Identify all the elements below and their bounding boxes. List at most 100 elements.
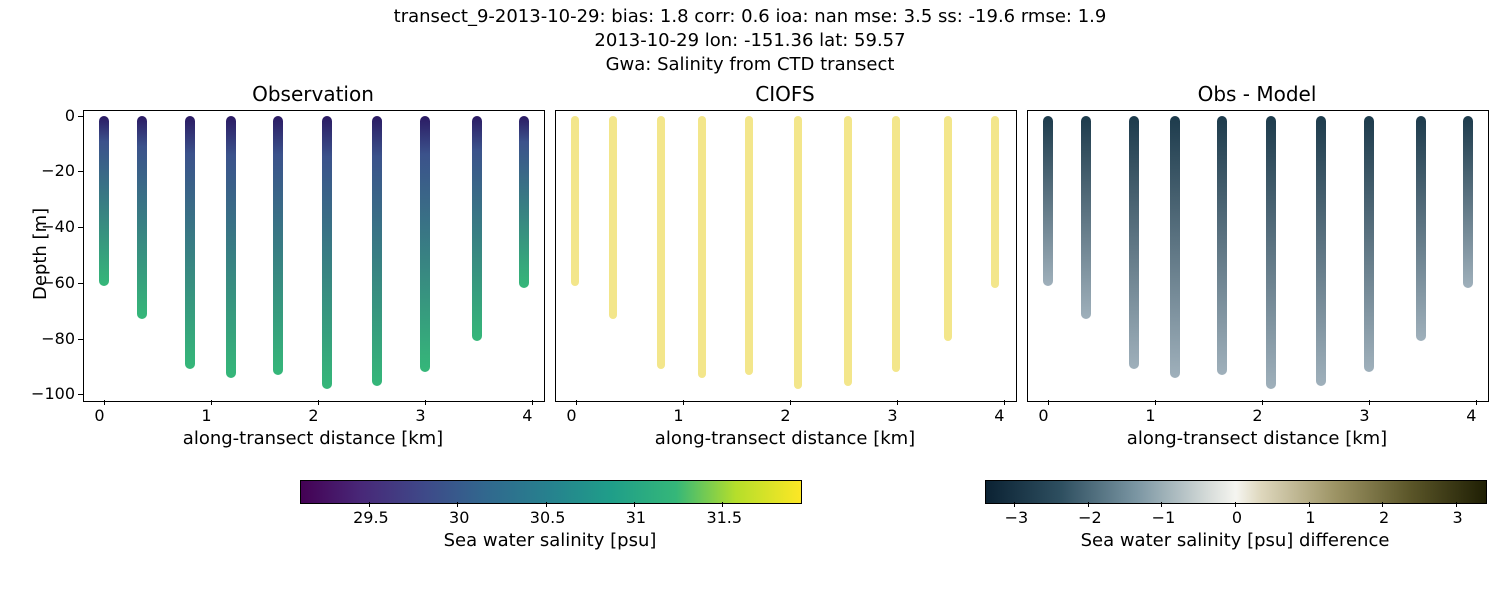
cbar-tick-mark — [634, 502, 635, 507]
xtick-mark — [532, 400, 533, 405]
ytick-mark — [78, 116, 83, 117]
cbar-tick-label: 31.5 — [704, 508, 744, 527]
xtick-label: 2 — [1252, 406, 1262, 425]
cbar-tick-mark — [1161, 502, 1162, 507]
cbar-label: Sea water salinity [psu] — [300, 530, 800, 551]
cbar-tick-mark — [1088, 502, 1089, 507]
cbar-label: Sea water salinity [psu] difference — [985, 530, 1485, 551]
ctd-cast — [745, 116, 753, 375]
cbar-tick-mark — [369, 502, 370, 507]
xtick-label: 2 — [780, 406, 790, 425]
cbar-tick-mark — [457, 502, 458, 507]
ctd-cast — [794, 116, 802, 389]
ctd-cast — [472, 116, 482, 342]
ytick-label: 0 — [65, 106, 75, 125]
xtick-label: 0 — [566, 406, 576, 425]
ctd-cast — [322, 116, 332, 389]
cbar-tick-mark — [1235, 502, 1236, 507]
ctd-cast — [1170, 116, 1180, 378]
ytick-label: −60 — [41, 273, 75, 292]
xtick-mark — [1262, 400, 1263, 405]
ctd-cast — [1129, 116, 1139, 370]
cbar-tick-label: −1 — [1143, 508, 1183, 527]
colorbar — [985, 480, 1487, 504]
x-axis-label: along-transect distance [km] — [1027, 428, 1487, 449]
xtick-mark — [104, 400, 105, 405]
xtick-mark — [790, 400, 791, 405]
ytick-label: −40 — [41, 217, 75, 236]
cbar-tick-label: 29.5 — [351, 508, 391, 527]
xtick-mark — [1155, 400, 1156, 405]
ytick-mark — [78, 227, 83, 228]
cbar-tick-label: 30.5 — [528, 508, 568, 527]
ctd-cast — [892, 116, 900, 373]
ytick-mark — [78, 394, 83, 395]
panel-title: CIOFS — [555, 82, 1015, 106]
suptitle-line2: 2013-10-29 lon: -151.36 lat: 59.57 — [0, 30, 1500, 51]
ctd-cast — [944, 116, 952, 342]
ctd-cast — [372, 116, 382, 386]
cbar-tick-mark — [1014, 502, 1015, 507]
x-axis-label: along-transect distance [km] — [555, 428, 1015, 449]
ctd-cast — [1463, 116, 1473, 289]
suptitle-line1: transect_9-2013-10-29: bias: 1.8 corr: 0… — [0, 6, 1500, 27]
cbar-tick-label: 2 — [1364, 508, 1404, 527]
xtick-label: 4 — [994, 406, 1004, 425]
suptitle-line3: Gwa: Salinity from CTD transect — [0, 54, 1500, 75]
ctd-cast — [519, 116, 529, 289]
ctd-cast — [1043, 116, 1053, 286]
xtick-mark — [1004, 400, 1005, 405]
xtick-label: 3 — [887, 406, 897, 425]
panel-title: Observation — [83, 82, 543, 106]
cbar-tick-label: −2 — [1070, 508, 1110, 527]
ctd-cast — [657, 116, 665, 370]
cbar-tick-label: −3 — [996, 508, 1036, 527]
ytick-mark — [78, 283, 83, 284]
xtick-mark — [576, 400, 577, 405]
ctd-cast — [137, 116, 147, 320]
xtick-label: 0 — [94, 406, 104, 425]
cbar-tick-mark — [546, 502, 547, 507]
xtick-label: 2 — [308, 406, 318, 425]
ctd-cast — [185, 116, 195, 370]
ctd-cast — [571, 116, 579, 286]
ctd-cast — [226, 116, 236, 378]
ctd-cast — [698, 116, 706, 378]
ytick-label: −100 — [31, 384, 75, 403]
ctd-cast — [1316, 116, 1326, 386]
xtick-mark — [318, 400, 319, 405]
cbar-tick-label: 3 — [1438, 508, 1478, 527]
xtick-label: 3 — [1359, 406, 1369, 425]
xtick-label: 0 — [1038, 406, 1048, 425]
xtick-label: 4 — [1466, 406, 1476, 425]
xtick-mark — [211, 400, 212, 405]
ctd-cast — [1081, 116, 1091, 320]
cbar-tick-label: 30 — [439, 508, 479, 527]
xtick-label: 1 — [673, 406, 683, 425]
ytick-mark — [78, 171, 83, 172]
cbar-tick-mark — [1456, 502, 1457, 507]
cbar-tick-label: 0 — [1217, 508, 1257, 527]
cbar-tick-mark — [1382, 502, 1383, 507]
ctd-cast — [991, 116, 999, 289]
ctd-cast — [99, 116, 109, 286]
cbar-tick-mark — [722, 502, 723, 507]
cbar-tick-label: 31 — [616, 508, 656, 527]
xtick-label: 1 — [201, 406, 211, 425]
xtick-mark — [425, 400, 426, 405]
xtick-mark — [1048, 400, 1049, 405]
ctd-cast — [1364, 116, 1374, 373]
ctd-cast — [844, 116, 852, 386]
ytick-label: −20 — [41, 161, 75, 180]
ytick-label: −80 — [41, 329, 75, 348]
panel-title: Obs - Model — [1027, 82, 1487, 106]
xtick-label: 1 — [1145, 406, 1155, 425]
ctd-cast — [1217, 116, 1227, 375]
xtick-label: 4 — [522, 406, 532, 425]
x-axis-label: along-transect distance [km] — [83, 428, 543, 449]
ctd-cast — [1416, 116, 1426, 342]
xtick-mark — [1369, 400, 1370, 405]
ctd-cast — [609, 116, 617, 320]
ctd-cast — [420, 116, 430, 373]
colorbar — [300, 480, 802, 504]
